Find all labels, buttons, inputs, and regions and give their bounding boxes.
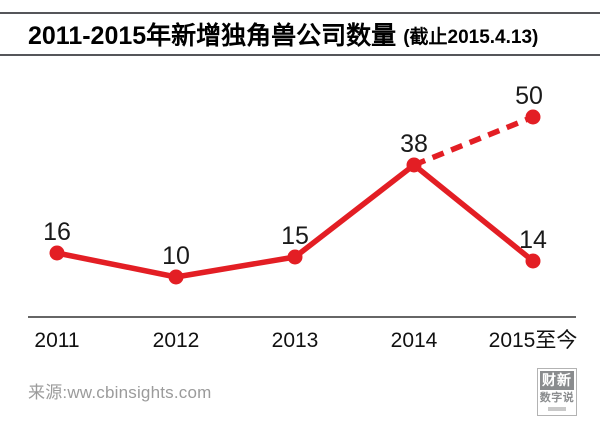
axis-label-2013: 2013 [272,329,319,352]
logo-fine-print [548,407,566,411]
value-label-15: 15 [281,222,309,250]
caixin-logo: 财新 数字说 [537,368,577,416]
value-label-14: 14 [519,226,547,254]
chart-title-bar: 2011-2015年新增独角兽公司数量 (截止2015.4.13) [0,12,600,56]
data-point-2013 [287,249,303,265]
value-label-16: 16 [43,218,71,246]
axis-label-2011: 2011 [34,329,79,352]
value-label-38: 38 [400,130,428,158]
data-point-2011 [49,245,65,261]
data-point-2015至今 [525,253,541,269]
axis-label-2012: 2012 [153,329,200,352]
page-title: 2011-2015年新增独角兽公司数量 [28,22,397,50]
logo-shuzishuo-text: 数字说 [539,392,575,404]
data-point-2015至今-projection [525,109,541,125]
logo-caixin-text: 财新 [540,371,574,390]
axis-label-2015至今: 2015至今 [489,329,578,352]
source-attribution: 来源:ww.cbinsights.com [28,383,212,402]
data-point-2012 [168,269,184,285]
value-label-50: 50 [515,82,543,110]
line-chart: 2011 2012 2013 2014 2015至今 16 10 15 38 14 50 [28,82,578,352]
page-title-suffix: (截止2015.4.13) [403,26,539,48]
data-point-2014 [406,157,422,173]
series-line-dashed [412,114,535,168]
value-label-10: 10 [162,242,190,270]
axis-label-2014: 2014 [391,329,438,352]
